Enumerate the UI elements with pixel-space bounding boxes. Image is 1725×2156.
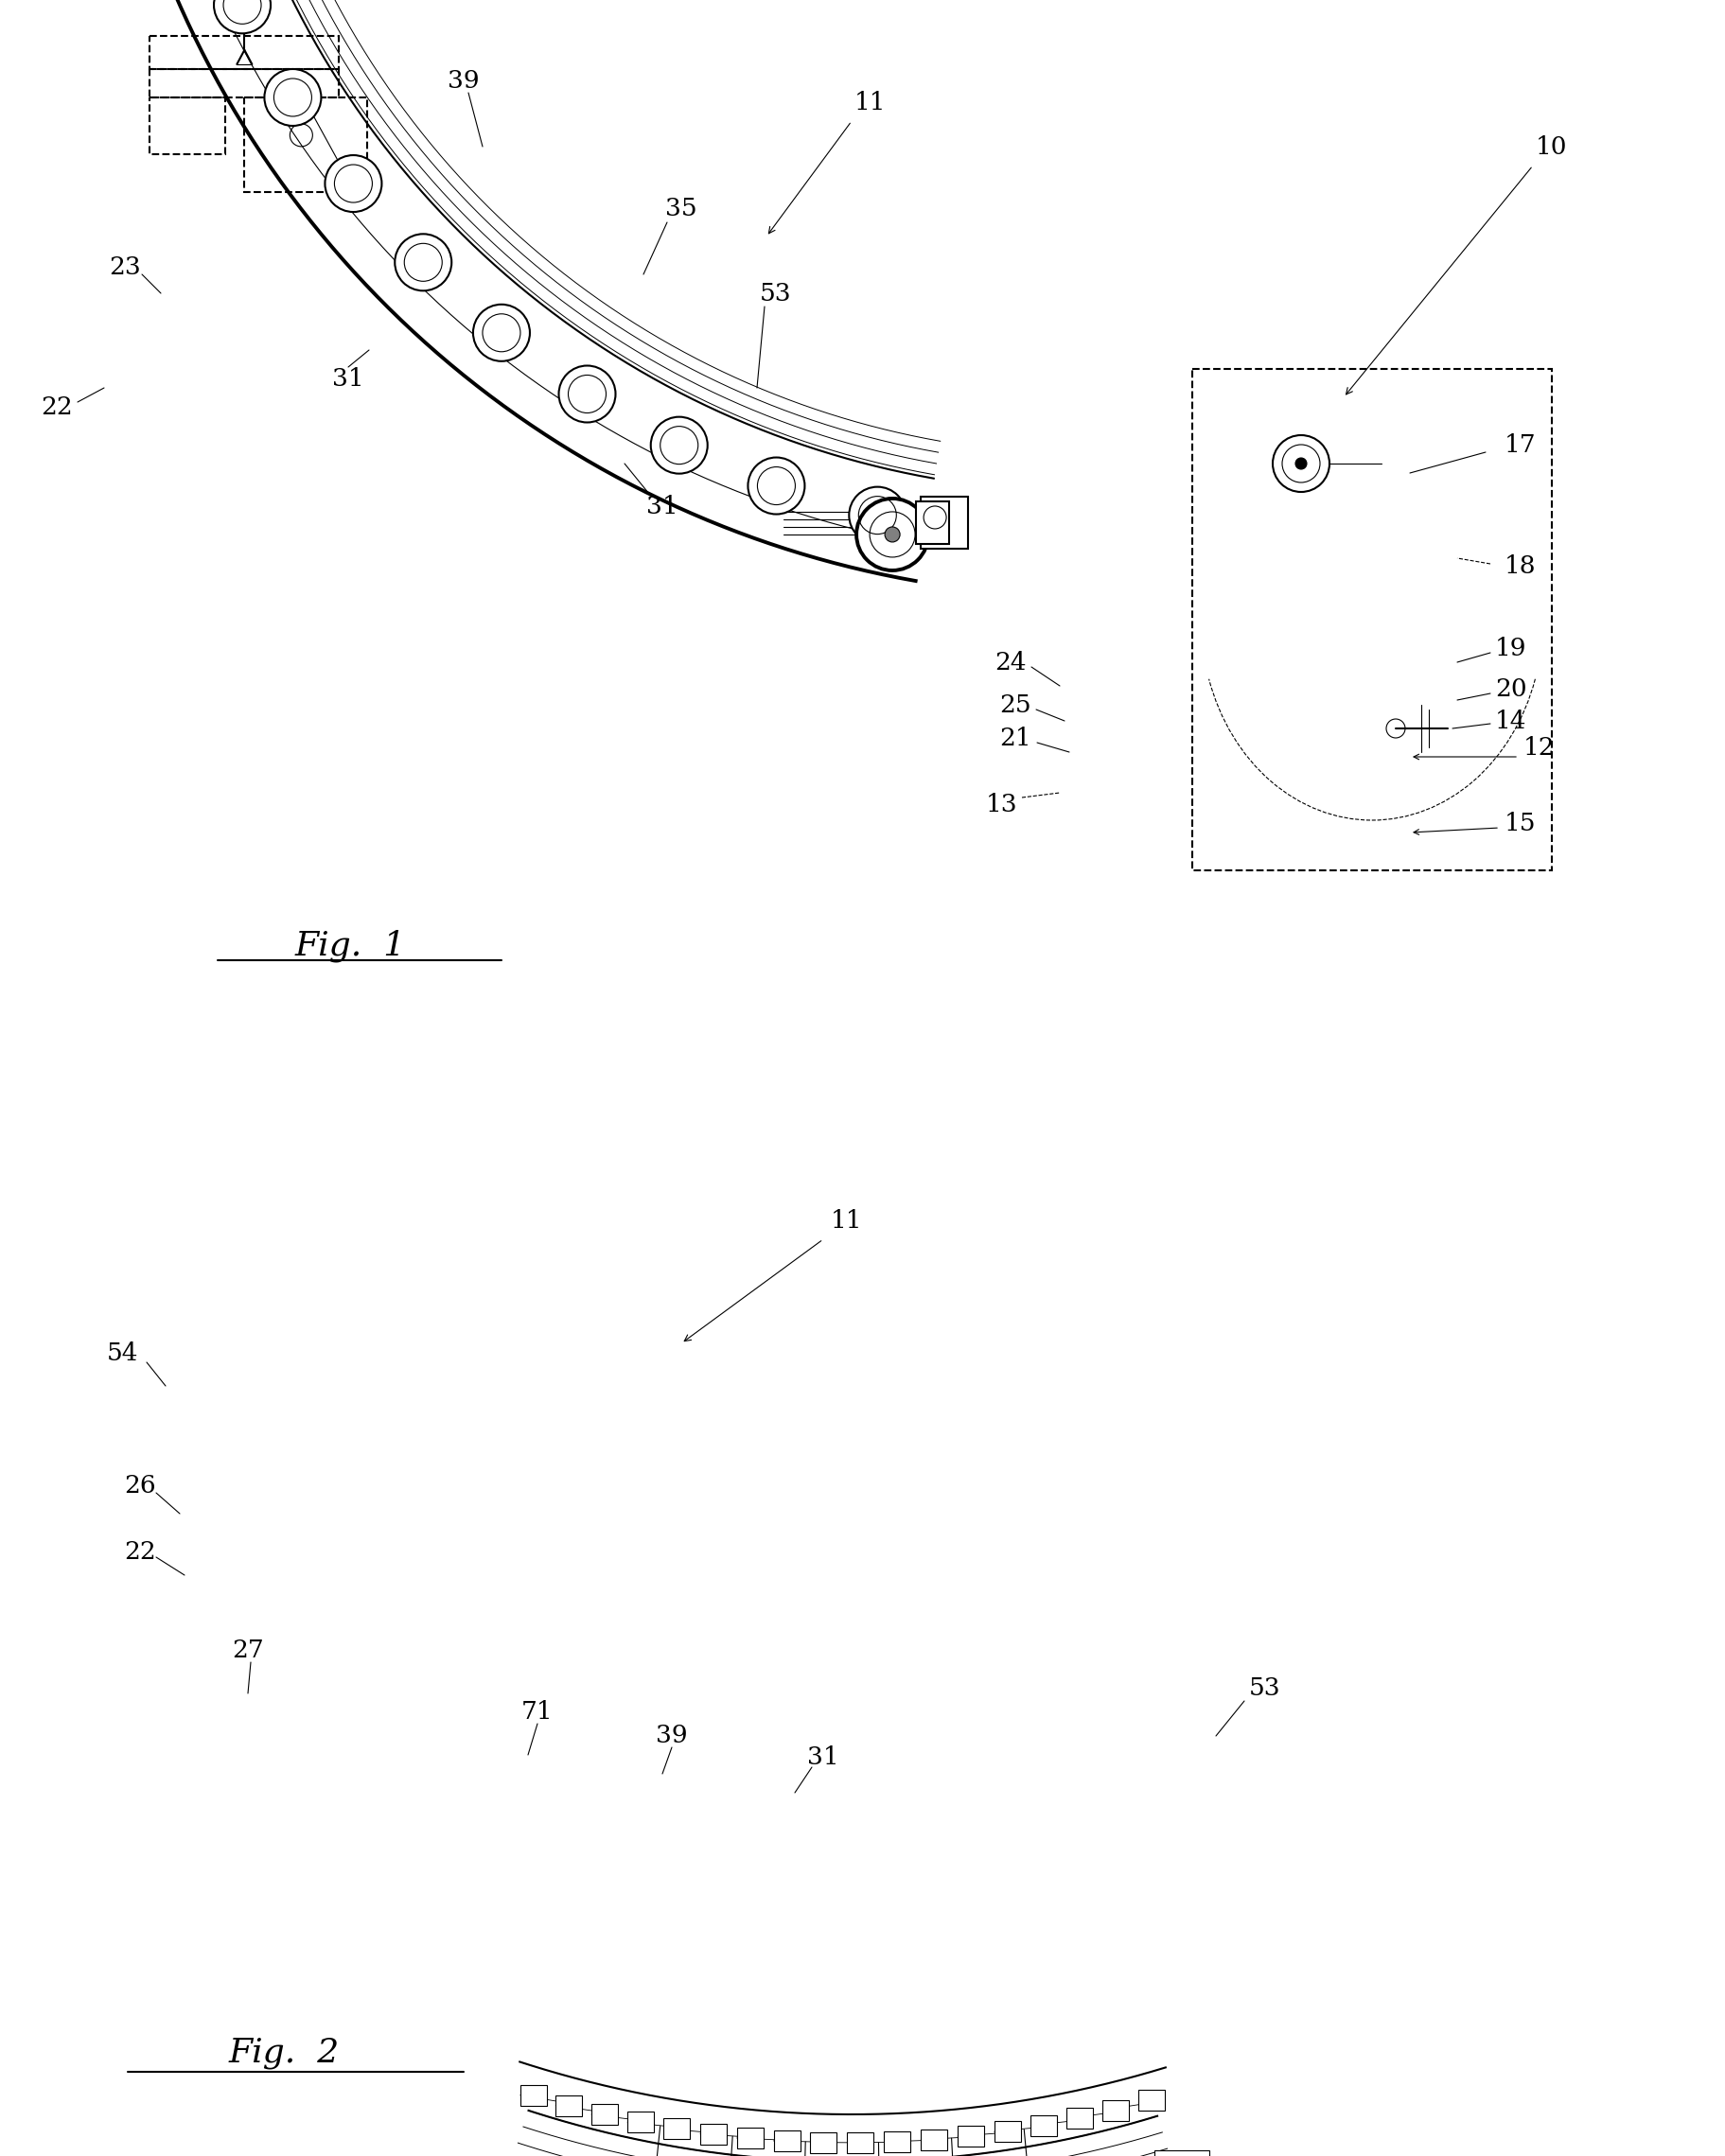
Bar [1154, 2150, 1209, 2156]
Bar [700, 2124, 726, 2145]
Text: 25: 25 [999, 692, 1032, 716]
Text: 12: 12 [1523, 735, 1554, 759]
Bar [1192, 369, 1551, 871]
Text: 19: 19 [1494, 636, 1527, 660]
Bar [883, 2132, 911, 2152]
Text: 26: 26 [124, 1473, 155, 1496]
Circle shape [264, 69, 321, 125]
Bar [519, 2085, 547, 2106]
Text: 53: 53 [1249, 1677, 1280, 1701]
Bar [737, 2128, 762, 2147]
Bar [150, 97, 226, 153]
Text: 54: 54 [107, 1341, 138, 1365]
Text: 31: 31 [647, 494, 678, 517]
Bar [811, 2132, 837, 2154]
Text: Fig.  2: Fig. 2 [228, 2037, 340, 2070]
Text: 39: 39 [447, 69, 480, 93]
Bar [957, 2126, 983, 2147]
Text: 53: 53 [759, 282, 792, 306]
Text: 14: 14 [1494, 709, 1527, 733]
Text: 10: 10 [1535, 136, 1566, 157]
Circle shape [650, 416, 707, 474]
Bar [1066, 2109, 1092, 2128]
Text: 13: 13 [985, 791, 1016, 815]
Text: 35: 35 [666, 196, 697, 220]
Circle shape [395, 235, 452, 291]
Text: 15: 15 [1504, 811, 1535, 834]
Bar [921, 2130, 947, 2150]
Text: 31: 31 [333, 367, 364, 390]
Text: 21: 21 [999, 727, 1032, 750]
Text: 71: 71 [521, 1701, 554, 1725]
Circle shape [849, 487, 906, 543]
Text: 26: 26 [278, 73, 309, 97]
Circle shape [923, 507, 945, 528]
Circle shape [885, 526, 899, 541]
Text: 31: 31 [807, 1746, 838, 1770]
Text: 20: 20 [1494, 677, 1527, 701]
Circle shape [214, 0, 271, 34]
Bar [150, 37, 338, 69]
Circle shape [324, 155, 381, 211]
Text: 18: 18 [1504, 554, 1535, 578]
Text: 39: 39 [656, 1725, 687, 1749]
Circle shape [473, 304, 530, 362]
Bar [994, 2122, 1019, 2141]
Text: 27: 27 [231, 1639, 264, 1662]
Text: 22: 22 [124, 1539, 155, 1563]
Circle shape [1271, 436, 1328, 492]
Bar [773, 2130, 800, 2152]
Bar [1138, 2089, 1164, 2111]
Bar [150, 69, 338, 97]
Text: 24: 24 [994, 651, 1026, 675]
Text: Fig.  1: Fig. 1 [295, 929, 405, 962]
Bar [245, 97, 367, 192]
Circle shape [747, 457, 804, 513]
Bar [1030, 2115, 1056, 2137]
Text: 11: 11 [854, 91, 887, 114]
Bar [555, 2096, 581, 2115]
Bar [847, 2132, 873, 2154]
Text: 22: 22 [41, 395, 72, 418]
Bar [592, 2104, 618, 2126]
Bar [628, 2111, 654, 2132]
Circle shape [1295, 457, 1306, 470]
Bar [664, 2117, 690, 2139]
Bar [919, 496, 968, 548]
Text: 11: 11 [830, 1210, 862, 1233]
Text: 23: 23 [109, 254, 141, 278]
Text: 17: 17 [1504, 433, 1535, 457]
Circle shape [856, 498, 928, 571]
Bar [916, 502, 949, 543]
Circle shape [559, 367, 616, 423]
Bar [1102, 2100, 1128, 2122]
